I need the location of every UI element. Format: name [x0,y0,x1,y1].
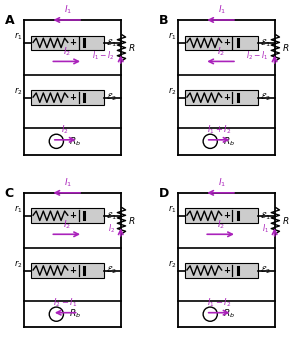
Text: $r_2$: $r_2$ [14,258,22,270]
Text: $\mathcal{E}_1$: $\mathcal{E}_1$ [260,210,270,221]
Text: $R_b$: $R_b$ [223,135,235,147]
Text: +: + [223,93,230,102]
Text: $\mathcal{E}_1$: $\mathcal{E}_1$ [106,37,116,49]
Bar [185,208,257,223]
Bar [185,90,257,105]
Text: $r_1$: $r_1$ [14,31,22,42]
Text: $\mathcal{E}_2$: $\mathcal{E}_2$ [260,92,270,103]
Bar [31,90,104,105]
Text: $I_2$: $I_2$ [63,218,71,230]
Bar [185,263,257,278]
Text: $I_1$: $I_1$ [64,4,72,16]
Text: $I_2$: $I_2$ [217,45,225,58]
Text: $I_1+I_2$: $I_1+I_2$ [207,124,231,136]
Text: $r_2$: $r_2$ [168,258,176,270]
Text: +: + [69,93,76,102]
Text: $I_1$: $I_1$ [64,177,72,189]
Text: $\mathcal{E}_1$: $\mathcal{E}_1$ [106,210,116,221]
Text: B: B [158,14,168,27]
Text: $\mathcal{E}_2$: $\mathcal{E}_2$ [106,92,116,103]
Text: $I_2$: $I_2$ [63,45,71,58]
Text: $R$: $R$ [282,42,290,53]
Text: $R$: $R$ [128,215,136,226]
Text: $I_2$: $I_2$ [108,223,115,235]
Text: $R_b$: $R_b$ [223,308,235,320]
Text: $I_1-I_2$: $I_1-I_2$ [207,297,231,309]
Text: +: + [69,266,76,275]
Text: $I_1-I_2$: $I_1-I_2$ [92,50,115,63]
Text: $I_1$: $I_1$ [261,223,269,235]
Text: +: + [223,38,230,47]
Text: +: + [223,211,230,220]
Text: $R$: $R$ [128,42,136,53]
Text: $r_1$: $r_1$ [168,31,176,42]
Text: $I_2-I_1$: $I_2-I_1$ [53,297,77,309]
Text: $r_1$: $r_1$ [14,203,22,215]
Text: A: A [5,14,14,27]
Text: $I_2-I_1$: $I_2-I_1$ [246,50,269,63]
Bar [31,36,104,50]
Text: $r_2$: $r_2$ [14,85,22,97]
Text: $R$: $R$ [282,215,290,226]
Text: $r_2$: $r_2$ [168,85,176,97]
Text: D: D [158,187,169,200]
Bar [31,208,104,223]
Text: $R_b$: $R_b$ [69,308,81,320]
Bar [185,36,257,50]
Text: $I_1$: $I_1$ [218,4,226,16]
Text: $R_b$: $R_b$ [69,135,81,147]
Text: C: C [5,187,14,200]
Text: +: + [69,38,76,47]
Text: $I_2$: $I_2$ [61,124,69,136]
Text: $I_2$: $I_2$ [217,218,225,230]
Text: $\mathcal{E}_2$: $\mathcal{E}_2$ [260,265,270,276]
Text: +: + [223,266,230,275]
Text: $\mathcal{E}_1$: $\mathcal{E}_1$ [260,37,270,49]
Text: $r_1$: $r_1$ [168,203,176,215]
Bar [31,263,104,278]
Text: $\mathcal{E}_2$: $\mathcal{E}_2$ [106,265,116,276]
Text: $I_1$: $I_1$ [218,177,226,189]
Text: +: + [69,211,76,220]
